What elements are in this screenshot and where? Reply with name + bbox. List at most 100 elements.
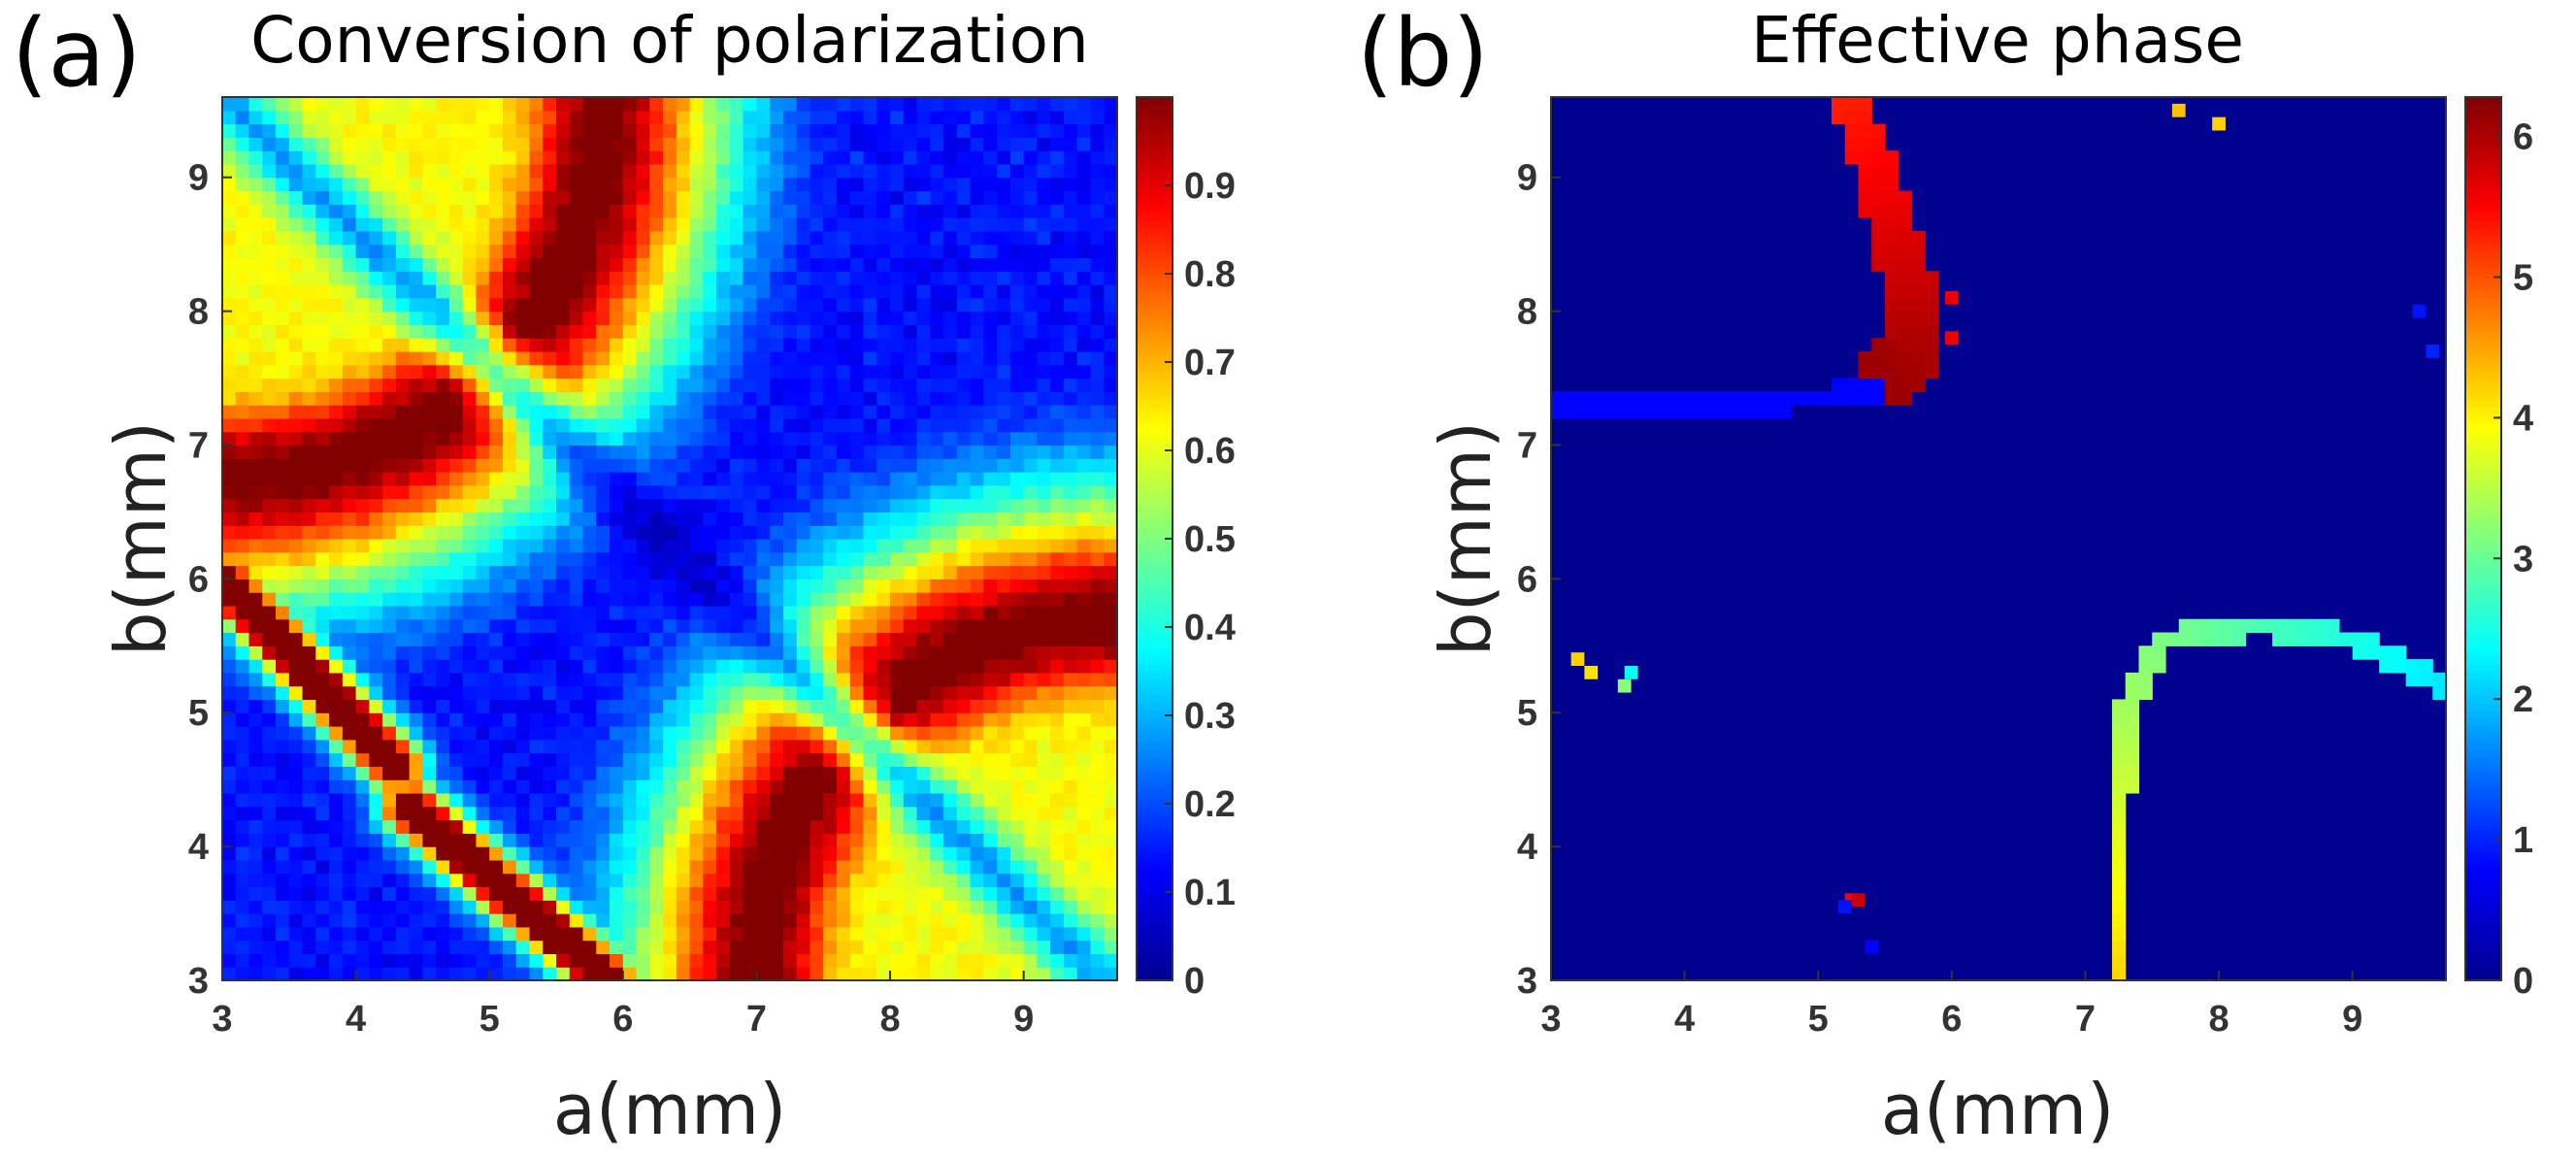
heatmap-cell — [703, 472, 717, 486]
heatmap-cell — [262, 886, 277, 901]
heatmap-cell — [1009, 284, 1025, 299]
heatmap-cell — [222, 257, 237, 272]
heatmap-cell — [716, 846, 731, 861]
heatmap-cell — [930, 605, 944, 620]
y-tick-label: 9 — [188, 158, 209, 199]
heatmap-cell — [382, 97, 397, 112]
heatmap-cell — [770, 297, 784, 313]
heatmap-cell — [1063, 806, 1078, 821]
heatmap-cell — [689, 204, 704, 218]
heatmap-cell — [515, 565, 531, 579]
heatmap-cell — [796, 484, 811, 500]
heatmap-cell — [342, 324, 357, 339]
heatmap-cell — [409, 539, 424, 553]
heatmap-cell — [1023, 592, 1039, 607]
heatmap-cell — [1009, 551, 1025, 567]
heatmap-cell — [462, 417, 478, 433]
heatmap-cell — [582, 592, 597, 607]
heatmap-cell — [916, 311, 931, 325]
heatmap-cell — [489, 833, 504, 847]
heatmap-cell — [837, 953, 851, 968]
heatmap-cell — [916, 431, 931, 446]
heatmap-cell — [796, 873, 811, 888]
heatmap-cell — [502, 284, 517, 299]
heatmap-cell — [689, 659, 704, 674]
heatmap-cell — [235, 739, 250, 754]
heatmap-cell — [2111, 846, 2127, 861]
heatmap-cell — [462, 846, 478, 861]
heatmap-cell — [476, 350, 490, 366]
heatmap-cell — [649, 271, 664, 285]
heatmap-cell — [689, 900, 704, 914]
heatmap-cell — [476, 378, 490, 392]
heatmap-cell — [970, 230, 984, 246]
heatmap-cell — [956, 431, 972, 446]
heatmap-cell — [649, 244, 664, 259]
heatmap-cell — [1037, 458, 1051, 473]
heatmap-cell — [663, 886, 677, 901]
y-tick-label: 3 — [1517, 961, 1537, 1002]
heatmap-cell — [916, 819, 931, 834]
heatmap-cell — [703, 163, 717, 179]
heatmap-cell — [1104, 833, 1118, 847]
heatmap-cell — [302, 592, 316, 607]
heatmap-cell — [770, 752, 784, 767]
heatmap-cell — [916, 137, 931, 151]
heatmap-cell — [2352, 632, 2367, 646]
heatmap-cell — [276, 846, 290, 861]
heatmap-scatter-pixel — [2426, 345, 2440, 358]
heatmap-cell — [222, 110, 237, 125]
heatmap-cell — [1090, 391, 1105, 406]
heatmap-cell — [462, 967, 478, 981]
heatmap-cell — [569, 498, 584, 513]
heatmap-cell — [1090, 311, 1105, 325]
heatmap-cell — [288, 484, 304, 500]
heatmap-cell — [890, 190, 905, 205]
heatmap-cell — [476, 324, 490, 339]
heatmap-cell — [1871, 350, 1886, 366]
heatmap-cell — [543, 123, 557, 138]
heatmap-cell — [863, 244, 877, 259]
heatmap-cell — [302, 123, 316, 138]
heatmap-cell — [823, 967, 838, 981]
heatmap-cell — [409, 364, 424, 380]
heatmap-cell — [382, 779, 397, 794]
heatmap-cell — [1023, 297, 1039, 313]
heatmap-cell — [315, 779, 330, 794]
heatmap-cell — [1023, 833, 1039, 847]
heatmap-cell — [770, 833, 784, 847]
heatmap-cell — [997, 204, 1011, 218]
heatmap-cell — [476, 752, 490, 767]
heatmap-cell — [476, 766, 490, 780]
colorbar-tick-label: 4 — [2513, 398, 2533, 439]
heatmap-cell — [1104, 806, 1118, 821]
heatmap-cell — [448, 230, 464, 246]
heatmap-cell — [956, 311, 972, 325]
heatmap-cell — [970, 833, 984, 847]
heatmap-cell — [796, 350, 811, 366]
heatmap-cell — [369, 405, 383, 419]
heatmap-cell — [382, 833, 397, 847]
heatmap-cell — [369, 551, 383, 567]
heatmap-cell — [876, 792, 891, 808]
heatmap-cell — [515, 618, 531, 634]
heatmap-cell — [837, 578, 851, 593]
heatmap-cell — [422, 230, 437, 246]
heatmap-cell — [716, 391, 731, 406]
heatmap-cell — [422, 833, 437, 847]
heatmap-cell — [436, 525, 450, 540]
heatmap-cell — [276, 779, 290, 794]
heatmap-cell — [382, 685, 397, 701]
heatmap-cell — [543, 498, 557, 513]
heatmap-cell — [943, 204, 958, 218]
heatmap-cell — [756, 913, 771, 928]
heatmap-cell — [729, 257, 744, 272]
heatmap-cell — [930, 645, 944, 660]
heatmap-cell — [582, 833, 597, 847]
heatmap-cell — [222, 311, 237, 325]
heatmap-cell — [2298, 632, 2313, 646]
heatmap-cell — [1076, 806, 1092, 821]
heatmap-cell — [543, 137, 557, 151]
heatmap-cell — [502, 967, 517, 981]
heatmap-cell — [436, 204, 450, 218]
